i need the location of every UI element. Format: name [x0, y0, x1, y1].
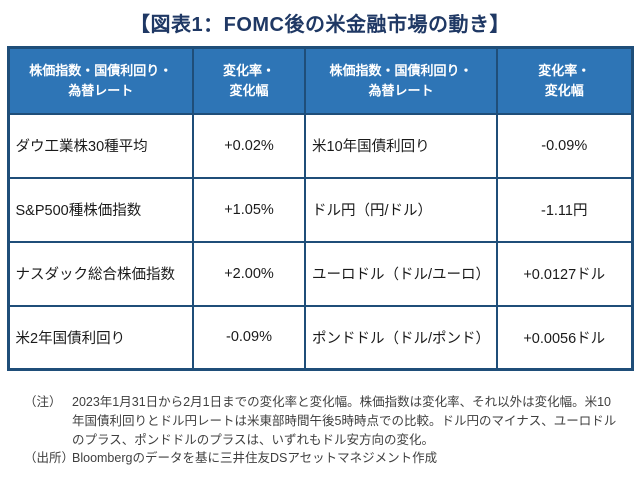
figure-title: 【図表1：FOMC後の米金融市場の動き】 — [130, 14, 510, 36]
note-source: （出所） Bloombergのデータを基に三井住友DSアセットマネジメント作成 — [24, 449, 640, 468]
change-cell: +2.00% — [192, 240, 306, 307]
change-cell: +0.0056ドル — [496, 304, 633, 371]
instrument-cell: 米2年国債利回り — [7, 304, 194, 371]
fomc-market-table: 株価指数・国債利回り・ 為替レート 変化率・ 変化幅 株価指数・国債利回り・ 為… — [6, 46, 634, 371]
instrument-cell: S&P500種株価指数 — [7, 176, 194, 243]
source-label: （出所） — [24, 451, 75, 466]
column-header-change-left: 変化率・ 変化幅 — [192, 46, 306, 115]
column-header-change-right: 変化率・ 変化幅 — [496, 46, 633, 115]
instrument-cell: ドル円（円/ドル） — [304, 176, 498, 243]
table-row: ダウ工業株30種平均 +0.02% 米10年国債利回り -0.09% — [7, 112, 633, 179]
note-text: 2023年1月31日から2月1日までの変化率と変化幅。株価指数は変化率、それ以外… — [72, 395, 617, 447]
change-cell: -0.09% — [496, 112, 633, 179]
note-label: （注） — [24, 395, 62, 409]
instrument-cell: ユーロドル（ドル/ユーロ） — [304, 240, 498, 307]
change-cell: +0.0127ドル — [496, 240, 633, 307]
instrument-cell: ダウ工業株30種平均 — [7, 112, 194, 179]
instrument-cell: ナスダック総合株価指数 — [7, 240, 194, 307]
column-header-instrument-right: 株価指数・国債利回り・ 為替レート — [304, 46, 498, 115]
table-row: ナスダック総合株価指数 +2.00% ユーロドル（ドル/ユーロ） +0.0127… — [7, 240, 633, 307]
change-cell: +1.05% — [192, 176, 306, 243]
instrument-cell: 米10年国債利回り — [304, 112, 498, 179]
table-row: S&P500種株価指数 +1.05% ドル円（円/ドル） -1.11円 — [7, 176, 633, 243]
instrument-cell: ポンドドル（ドル/ポンド） — [304, 304, 498, 371]
note-annotation: （注） 2023年1月31日から2月1日までの変化率と変化幅。株価指数は変化率、… — [24, 393, 640, 449]
table-row: 米2年国債利回り -0.09% ポンドドル（ドル/ポンド） +0.0056ドル — [7, 304, 633, 371]
column-header-instrument-left: 株価指数・国債利回り・ 為替レート — [7, 46, 194, 115]
change-cell: +0.02% — [192, 112, 306, 179]
table-header-row: 株価指数・国債利回り・ 為替レート 変化率・ 変化幅 株価指数・国債利回り・ 為… — [7, 46, 633, 115]
change-cell: -0.09% — [192, 304, 306, 371]
source-text: Bloombergのデータを基に三井住友DSアセットマネジメント作成 — [72, 451, 438, 466]
change-cell: -1.11円 — [496, 176, 633, 243]
footnotes: （注） 2023年1月31日から2月1日までの変化率と変化幅。株価指数は変化率、… — [24, 393, 640, 468]
